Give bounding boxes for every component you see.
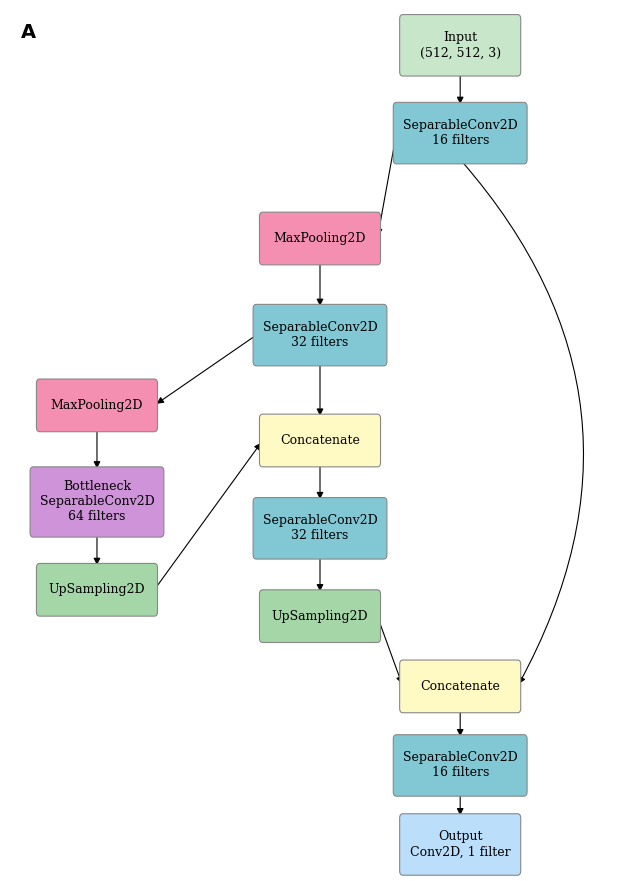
Text: Concatenate: Concatenate — [420, 680, 500, 692]
Text: SeparableConv2D
16 filters: SeparableConv2D 16 filters — [403, 119, 518, 147]
FancyBboxPatch shape — [399, 660, 521, 713]
FancyBboxPatch shape — [399, 814, 521, 875]
Text: UpSampling2D: UpSampling2D — [272, 610, 368, 623]
Text: A: A — [20, 23, 36, 42]
Text: MaxPooling2D: MaxPooling2D — [51, 399, 143, 412]
FancyBboxPatch shape — [394, 735, 527, 796]
Text: SeparableConv2D
32 filters: SeparableConv2D 32 filters — [262, 321, 378, 349]
Text: UpSampling2D: UpSampling2D — [49, 583, 145, 596]
FancyBboxPatch shape — [253, 498, 387, 559]
FancyBboxPatch shape — [36, 564, 157, 616]
FancyBboxPatch shape — [253, 304, 387, 366]
FancyBboxPatch shape — [259, 589, 381, 642]
Text: Output
Conv2D, 1 filter: Output Conv2D, 1 filter — [410, 831, 511, 858]
Text: Concatenate: Concatenate — [280, 434, 360, 447]
Text: Input
(512, 512, 3): Input (512, 512, 3) — [420, 32, 500, 59]
Text: SeparableConv2D
32 filters: SeparableConv2D 32 filters — [262, 515, 378, 543]
FancyBboxPatch shape — [30, 467, 164, 537]
FancyBboxPatch shape — [36, 379, 157, 432]
Text: SeparableConv2D
16 filters: SeparableConv2D 16 filters — [403, 751, 518, 780]
FancyBboxPatch shape — [394, 102, 527, 164]
FancyBboxPatch shape — [259, 414, 381, 467]
FancyBboxPatch shape — [259, 212, 381, 265]
Text: MaxPooling2D: MaxPooling2D — [274, 232, 366, 245]
FancyBboxPatch shape — [399, 15, 521, 76]
Text: Bottleneck
SeparableConv2D
64 filters: Bottleneck SeparableConv2D 64 filters — [40, 480, 154, 523]
